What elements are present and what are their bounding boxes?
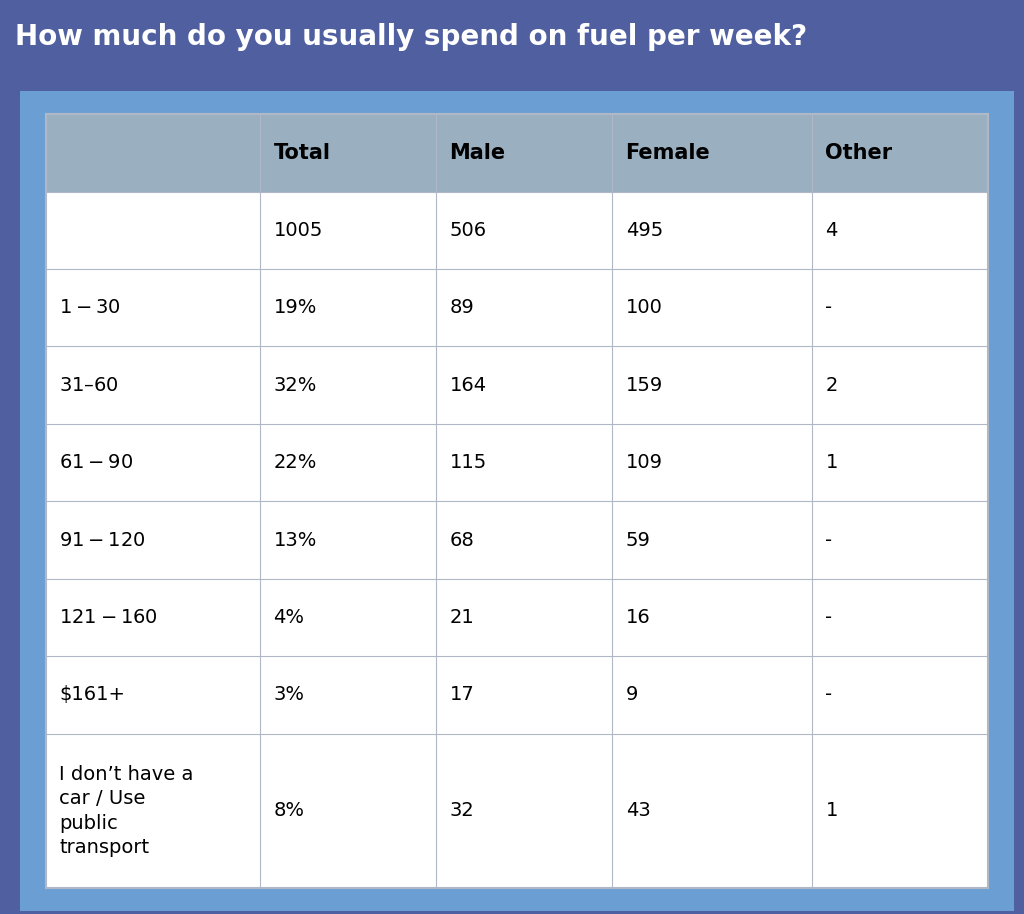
Text: How much do you usually spend on fuel per week?: How much do you usually spend on fuel pe…	[15, 23, 808, 51]
Text: 1: 1	[825, 453, 838, 473]
Text: 21: 21	[450, 608, 474, 627]
Text: 32: 32	[450, 802, 474, 821]
Text: 1005: 1005	[273, 221, 323, 239]
Text: 43: 43	[626, 802, 650, 821]
Text: 495: 495	[626, 221, 663, 239]
Text: 22%: 22%	[273, 453, 316, 473]
Text: 2: 2	[825, 376, 838, 395]
Text: Male: Male	[450, 143, 506, 163]
Text: 59: 59	[626, 530, 650, 549]
Text: -: -	[825, 686, 833, 705]
Text: 17: 17	[450, 686, 474, 705]
Text: 100: 100	[626, 298, 663, 317]
Text: 8%: 8%	[273, 802, 304, 821]
Text: -: -	[825, 530, 833, 549]
Text: 159: 159	[626, 376, 663, 395]
Text: 1: 1	[825, 802, 838, 821]
Text: 89: 89	[450, 298, 474, 317]
Text: 3%: 3%	[273, 686, 304, 705]
Text: $161+: $161+	[59, 686, 125, 705]
Text: Total: Total	[273, 143, 331, 163]
Text: $31 – $60: $31 – $60	[59, 376, 120, 395]
Text: 4%: 4%	[273, 608, 304, 627]
Text: I don’t have a
car / Use
public
transport: I don’t have a car / Use public transpor…	[59, 765, 194, 856]
Text: $91 - $120: $91 - $120	[59, 530, 146, 549]
Text: $1 - $30: $1 - $30	[59, 298, 121, 317]
Text: 13%: 13%	[273, 530, 316, 549]
Text: 19%: 19%	[273, 298, 316, 317]
Text: $61 - $90: $61 - $90	[59, 453, 133, 473]
Text: 4: 4	[825, 221, 838, 239]
Text: 164: 164	[450, 376, 486, 395]
Text: 9: 9	[626, 686, 638, 705]
Text: -: -	[825, 608, 833, 627]
Text: 115: 115	[450, 453, 486, 473]
Text: Female: Female	[626, 143, 711, 163]
Text: -: -	[825, 298, 833, 317]
Text: 32%: 32%	[273, 376, 316, 395]
Text: 16: 16	[626, 608, 650, 627]
Text: 109: 109	[626, 453, 663, 473]
Text: $121 - $160: $121 - $160	[59, 608, 159, 627]
Text: 68: 68	[450, 530, 474, 549]
Text: Other: Other	[825, 143, 893, 163]
Text: 506: 506	[450, 221, 486, 239]
